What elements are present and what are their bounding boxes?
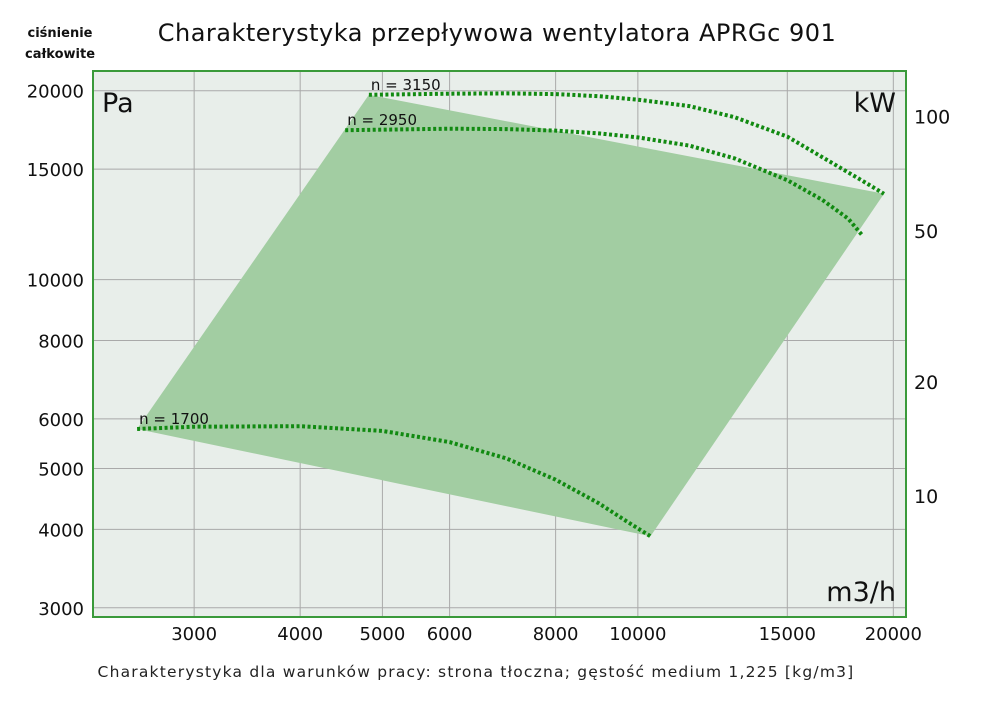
y-tick-label: 4000 xyxy=(38,520,84,541)
x-unit-label: m3/h xyxy=(826,577,896,608)
chart-footnote: Charakterystyka dla warunków pracy: stro… xyxy=(98,663,855,681)
speed-curve-labels: n = 3150 n = 2950 n = 1700 xyxy=(139,76,441,428)
x-tick-label: 3000 xyxy=(171,624,217,645)
right-axis-tick-labels: 10 20 50 100 xyxy=(914,107,950,508)
speed-curve-label-2: n = 1700 xyxy=(139,410,209,428)
y2-tick-label: 20 xyxy=(914,372,938,394)
x-tick-label: 20000 xyxy=(865,624,922,645)
y-tick-label: 6000 xyxy=(38,410,84,431)
x-tick-label: 6000 xyxy=(427,624,473,645)
x-tick-label: 10000 xyxy=(609,624,666,645)
x-tick-label: 15000 xyxy=(759,624,816,645)
y2-tick-label: 10 xyxy=(914,486,938,508)
speed-curve-label-0: n = 3150 xyxy=(371,76,441,94)
x-tick-label: 8000 xyxy=(533,624,579,645)
speed-curve-label-1: n = 2950 xyxy=(347,111,417,129)
speed-curve-1 xyxy=(345,126,865,237)
y2-unit-label: kW xyxy=(854,88,896,119)
x-axis-tick-labels: 3000 4000 5000 6000 8000 10000 15000 20000 xyxy=(171,624,922,645)
x-tick-label: 4000 xyxy=(277,624,323,645)
plot-frame xyxy=(92,70,907,618)
chart-title: Charakterystyka przepływowa wentylatora … xyxy=(158,19,837,47)
y-tick-label: 20000 xyxy=(27,82,84,103)
x-tick-label: 5000 xyxy=(360,624,406,645)
speed-curves xyxy=(137,91,886,538)
y-axis-label-line-2: całkowite xyxy=(25,47,95,62)
y-axis-label-line-1: ciśnienie xyxy=(28,26,93,41)
operating-range-area xyxy=(137,94,885,537)
y-tick-label: 5000 xyxy=(38,460,84,481)
speed-curve-2 xyxy=(137,424,652,538)
y-tick-label: 8000 xyxy=(38,331,84,352)
y-tick-label: 3000 xyxy=(38,599,84,620)
y2-tick-label: 50 xyxy=(914,221,938,243)
y-unit-label: Pa xyxy=(102,88,134,119)
y-tick-label: 15000 xyxy=(27,160,84,181)
y-tick-label: 10000 xyxy=(27,271,84,292)
y-axis-tick-labels: 3000 4000 5000 6000 8000 10000 15000 20000 xyxy=(27,82,84,620)
speed-curve-0 xyxy=(368,91,886,196)
y2-tick-label: 100 xyxy=(914,107,950,129)
